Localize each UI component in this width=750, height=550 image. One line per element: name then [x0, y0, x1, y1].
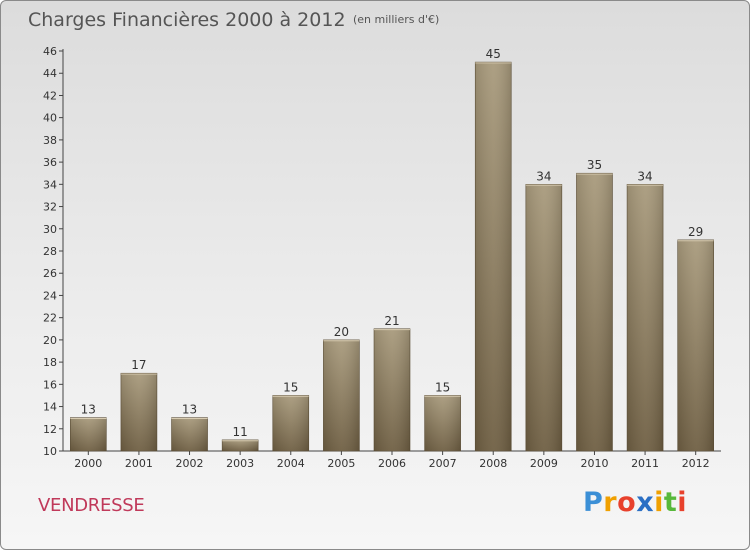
x-tick-label: 2010: [580, 457, 608, 470]
value-label: 15: [283, 380, 298, 394]
chart-subtitle: (en milliers d'€): [353, 13, 440, 26]
y-tick-label: 32: [43, 201, 57, 214]
x-tick-label: 2000: [74, 457, 102, 470]
y-tick-label: 26: [43, 267, 57, 280]
logo-letter: o: [617, 487, 637, 518]
value-label: 17: [131, 358, 146, 372]
y-axis: 10 12 14 16 18 20 22 24 26 28 30 32 34 36 38 40 42 44 46: [43, 45, 64, 458]
y-tick-label: 38: [43, 134, 57, 147]
value-label: 34: [536, 169, 551, 183]
logo-letter: x: [636, 487, 655, 518]
logo-letter: r: [603, 487, 618, 518]
y-tick-label: 12: [43, 423, 57, 436]
value-label: 21: [384, 314, 399, 328]
value-label: 13: [81, 403, 96, 417]
logo-letter: P: [583, 487, 604, 518]
x-tick-label: 2005: [327, 457, 355, 470]
y-tick-label: 40: [43, 112, 57, 125]
y-tick-label: 42: [43, 89, 57, 102]
bar-shade: [374, 328, 410, 451]
x-tick-label: 2002: [176, 457, 204, 470]
x-tick-label: 2003: [226, 457, 254, 470]
x-tick-label: 2007: [429, 457, 457, 470]
bar-shade: [222, 439, 259, 451]
x-tick-label: 2012: [682, 457, 710, 470]
y-tick-label: 20: [43, 334, 57, 347]
y-tick-label: 16: [43, 378, 57, 391]
bar-shade: [677, 239, 714, 451]
y-tick-label: 30: [43, 223, 57, 236]
x-tick-label: 2008: [479, 457, 507, 470]
value-label: 35: [587, 158, 602, 172]
bar-shade: [70, 417, 107, 451]
bar-shade: [525, 184, 562, 452]
value-label: 15: [435, 380, 450, 394]
y-tick-label: 18: [43, 356, 57, 369]
y-tick-label: 46: [43, 45, 57, 58]
bar-shade: [171, 417, 208, 451]
x-tick-label: 2011: [631, 457, 659, 470]
bars: [70, 61, 714, 452]
bar-shade: [576, 173, 613, 451]
logo-letter: t: [663, 487, 678, 518]
y-tick-label: 28: [43, 245, 57, 258]
value-label: 13: [182, 403, 197, 417]
y-tick-label: 24: [43, 289, 57, 302]
bar-shade: [272, 395, 309, 451]
commune-name: VENDRESSE: [38, 495, 145, 516]
x-tick-label: 2004: [277, 457, 305, 470]
chart-title: Charges Financières 2000 à 2012: [28, 9, 346, 31]
bar-shade: [475, 62, 512, 451]
y-tick-label: 34: [43, 178, 57, 191]
bar-shade: [424, 395, 461, 451]
value-label: 20: [334, 325, 349, 339]
logo-letter: i: [677, 487, 688, 518]
value-label: 45: [486, 47, 501, 61]
logo-letter: i: [654, 487, 664, 518]
y-tick-label: 10: [43, 445, 57, 458]
bar-shade: [627, 184, 664, 452]
x-axis: 2000 2001 2002 2003 2004 2005 2006 2007 2008 2009…: [63, 450, 721, 470]
x-tick-label: 2006: [378, 457, 406, 470]
y-tick-label: 22: [43, 312, 57, 325]
x-tick-label: 2001: [125, 457, 153, 470]
value-label: 11: [233, 425, 248, 439]
bar-shade: [323, 339, 360, 451]
bar-shade: [120, 373, 157, 451]
x-tick-label: 2009: [530, 457, 558, 470]
y-tick-label: 14: [43, 401, 57, 414]
value-labels: 13 17 13 11 15 20 21 15 45 34 35 34 29: [81, 47, 704, 439]
value-label: 29: [688, 225, 703, 239]
proxiti-logo[interactable]: Proxiti: [583, 487, 687, 518]
y-tick-label: 36: [43, 156, 57, 169]
value-label: 34: [637, 169, 652, 183]
y-tick-label: 44: [43, 67, 57, 80]
